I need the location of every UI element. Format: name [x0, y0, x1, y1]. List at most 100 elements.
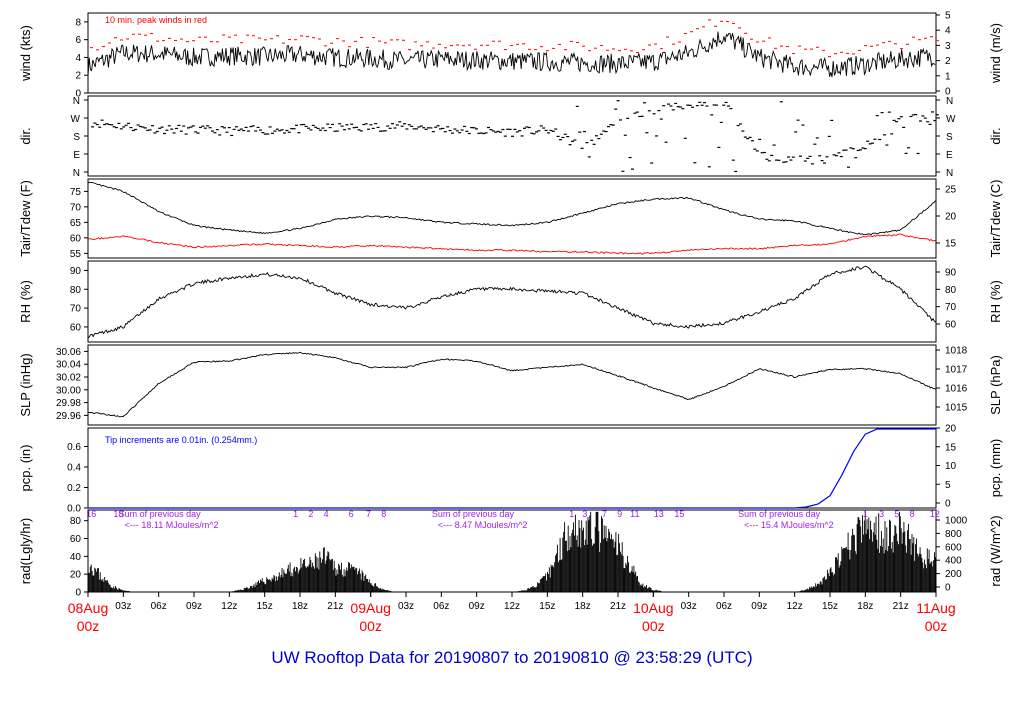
radiation-hour-mark: 7: [366, 509, 371, 519]
y-axis-label: dir.: [18, 127, 33, 144]
y-tick-label: 65: [70, 218, 82, 229]
x-tick-label: 09z: [751, 601, 767, 612]
y-tick-label-right: 0: [945, 87, 951, 98]
y-tick-label-right: 1016: [945, 384, 968, 395]
radiation-hour-mark: 11: [630, 509, 639, 519]
radiation-hour-mark: 16: [86, 509, 96, 519]
y-tick-label: 75: [70, 187, 82, 198]
y-tick-label-right: 800: [945, 529, 962, 540]
y-axis-label-right: pcp. (mm): [988, 439, 1003, 498]
y-tick-label: W: [71, 114, 81, 125]
x-tick-label: 21z: [610, 601, 626, 612]
x-tick-label: 06z: [433, 601, 449, 612]
y-tick-label: 4: [75, 53, 81, 64]
radiation-hour-mark: 5: [894, 509, 899, 519]
series-line-precip: [88, 428, 936, 509]
y-tick-label-right: 60: [945, 320, 957, 331]
y-tick-label-right: 1018: [945, 346, 968, 357]
radiation-hour-mark: 1: [569, 509, 574, 519]
y-axis-label-right: dir.: [988, 127, 1003, 144]
y-tick-label: 20: [70, 570, 82, 581]
series-line-mean-wind: [87, 31, 936, 78]
panel-humidity: RH (%) RH (%) 60 70 80 90 60 70 80 90: [18, 260, 1003, 343]
x-tick-label: 21z: [327, 601, 343, 612]
panel-direction: dir. dir.N NW WS SE EN N: [18, 95, 1003, 179]
y-tick-label: 30.00: [56, 385, 81, 396]
radiation-hour-mark: 1: [863, 509, 868, 519]
y-tick-label: 60: [70, 233, 82, 244]
radiation-hour-mark: 3: [582, 509, 587, 519]
y-tick-label: 0.2: [67, 483, 81, 494]
y-tick-label-right: 15: [945, 239, 957, 250]
day-label-hour: 00z: [925, 618, 948, 634]
time-axis: 03z 06z 09z 12z 15z 18z 21z 03z 06z 09z 12z 15z 18z 2…: [68, 592, 956, 634]
panel-precipitation: pcp. (in) pcp. (mm) 0.0 0.2 0.4 0.6 0 5 10 15 20 Ti…: [18, 424, 1003, 515]
y-tick-label: 60: [70, 322, 82, 333]
radiation-sum-label: Sum of previous day: [432, 509, 515, 519]
y-tick-label: 0.4: [67, 462, 81, 473]
y-tick-label-right: 20: [945, 424, 957, 435]
y-axis-label: pcp. (in): [18, 445, 33, 492]
radiation-hour-mark: 12: [930, 509, 940, 519]
y-axis-label-right: RH (%): [988, 280, 1003, 323]
x-tick-label: 18z: [857, 601, 873, 612]
x-tick-label: 06z: [151, 601, 167, 612]
panel-temperature: Tair/Tdew (F) Tair/Tdew (C) 55 60 65 70 75 15 20…: [18, 178, 1003, 260]
x-tick-label: 18z: [292, 601, 308, 612]
y-tick-label-right: N: [946, 96, 953, 107]
y-axis-label: SLP (inHg): [18, 353, 33, 416]
y-tick-label: 0: [75, 588, 81, 599]
y-axis-label-right: SLP (hPa): [988, 355, 1003, 415]
x-tick-label: 06z: [716, 601, 732, 612]
y-tick-label: 2: [75, 71, 81, 82]
panel-annotation: Tip increments are 0.01in. (0.254mm.): [105, 435, 257, 445]
y-tick-label: 30.04: [56, 360, 81, 371]
y-tick-label: 0.6: [67, 442, 81, 453]
y-tick-label: 30.06: [56, 347, 81, 358]
panel-wind: wind (kts) wind (m/s) 0 2 4 6 8 0 1 2 3 4 5 10 min. p…: [18, 11, 1003, 100]
y-tick-label: E: [73, 150, 80, 161]
y-axis-label-right: wind (m/s): [988, 23, 1003, 84]
series-line-pressure: [87, 351, 936, 418]
y-axis-label: rad(Lgly/hr): [18, 518, 33, 584]
y-tick-label-right: 5: [945, 480, 951, 491]
radiation-sum-label: Sum of previous day: [119, 509, 202, 519]
radiation-hour-mark: 15: [674, 509, 684, 519]
day-label-date: 09Aug: [350, 600, 390, 616]
y-tick-label-right: 600: [945, 542, 962, 553]
radiation-hour-mark: 1: [293, 509, 298, 519]
y-tick-label: 0: [75, 89, 81, 100]
x-tick-label: 18z: [575, 601, 591, 612]
y-tick-label: 29.98: [56, 398, 81, 409]
y-tick-label-right: 70: [945, 302, 957, 313]
x-tick-label: 03z: [681, 601, 697, 612]
panel-frame: [87, 344, 937, 426]
y-axis-label-right: rad (W/m^2): [988, 515, 1003, 586]
x-tick-label: 12z: [504, 601, 520, 612]
y-tick-label-right: 15: [945, 442, 957, 453]
y-tick-label-right: W: [946, 114, 956, 125]
x-tick-label: 09z: [469, 601, 485, 612]
radiation-hour-mark: 13: [654, 509, 664, 519]
radiation-hour-mark: 6: [349, 509, 354, 519]
radiation-sum-value: <--- 18.11 MJoules/m^2: [125, 520, 219, 530]
y-tick-label-right: 200: [945, 569, 962, 580]
series-line-humidity: [87, 265, 936, 339]
y-tick-label-right: E: [946, 150, 953, 161]
y-axis-label: Tair/Tdew (F): [18, 180, 33, 257]
y-tick-label: 80: [70, 516, 82, 527]
day-label-hour: 00z: [359, 618, 382, 634]
y-axis-label-right: Tair/Tdew (C): [988, 179, 1003, 257]
panel-annotation: 10 min. peak winds in red: [105, 15, 207, 25]
y-tick-label: 90: [70, 266, 82, 277]
radiation-sum-label: Sum of previous day: [738, 509, 821, 519]
y-tick-label-right: 20: [945, 212, 957, 223]
y-axis-label: wind (kts): [18, 25, 33, 82]
day-label-date: 11Aug: [916, 600, 955, 616]
day-label-date: 08Aug: [68, 600, 108, 616]
y-tick-label-right: 0: [945, 583, 951, 594]
radiation-hour-mark: 4: [324, 509, 329, 519]
